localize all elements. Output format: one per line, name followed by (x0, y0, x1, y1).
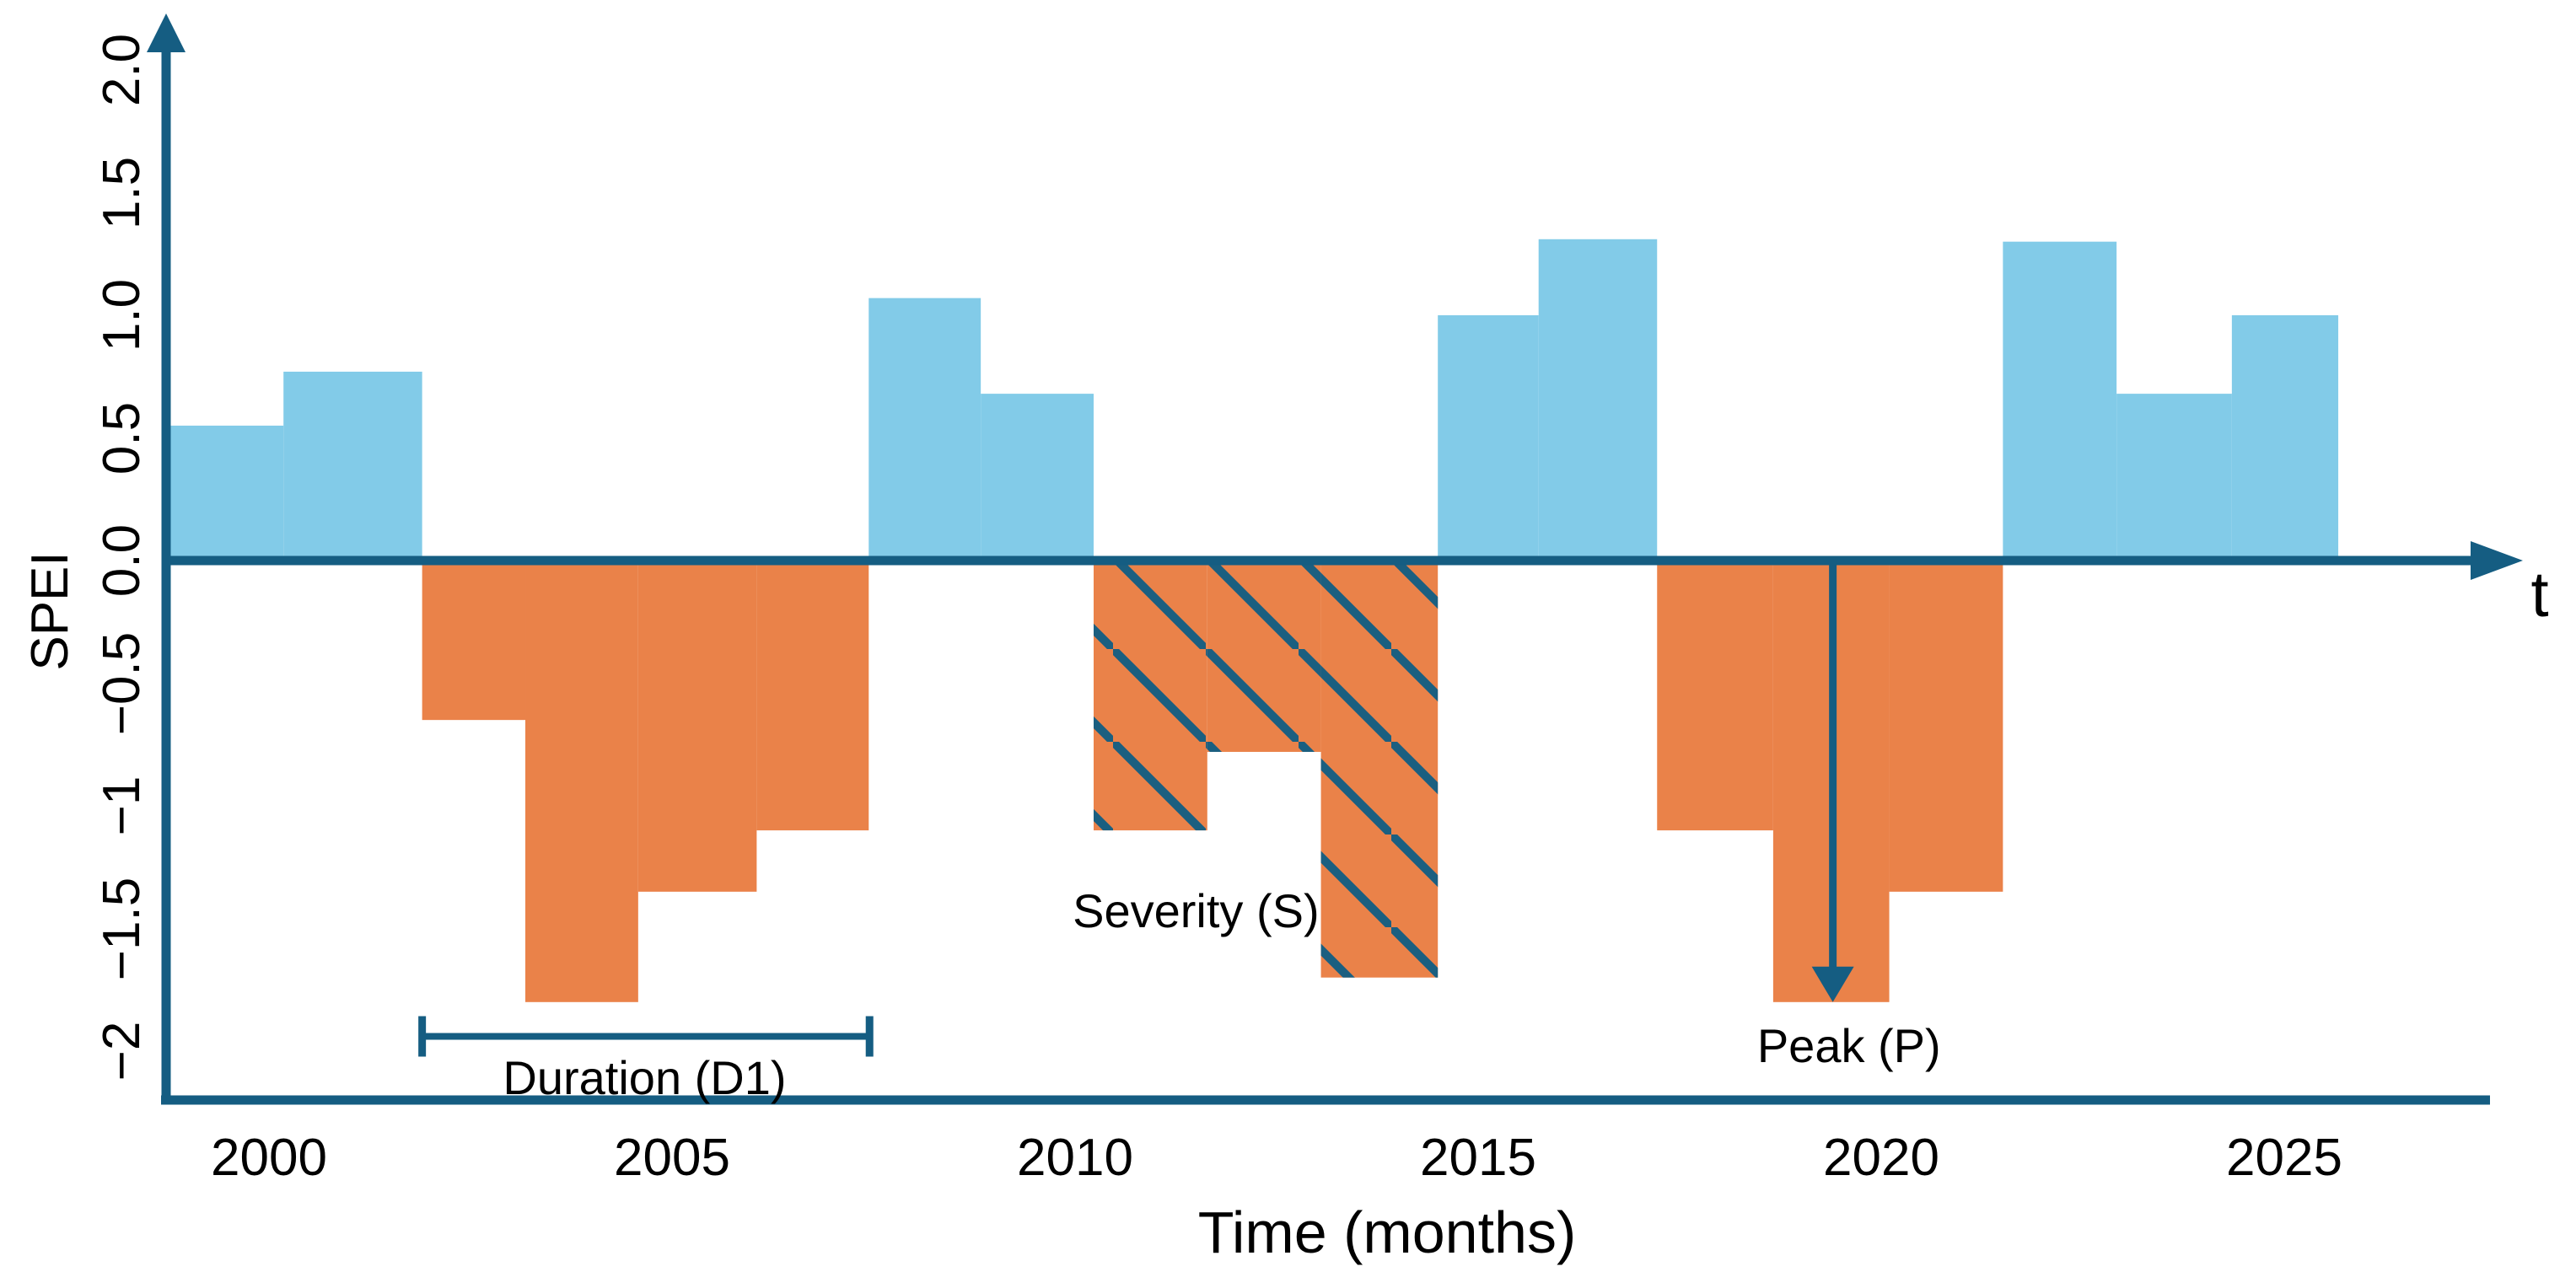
wet-bar-segment (165, 425, 284, 561)
y-axis-title: SPEI (21, 551, 79, 671)
x-axis-end-label: t (2530, 559, 2549, 631)
duration-annotation-label: Duration (D1) (503, 1051, 787, 1104)
severity-hatch-overlay (1320, 561, 1439, 978)
y-tick-label: 1.5 (93, 156, 151, 229)
y-tick-label: 0.0 (93, 523, 151, 598)
x-tick-label: 2005 (614, 1129, 730, 1187)
dry-bar-segment (525, 561, 638, 1002)
wet-bar-segment (981, 394, 1094, 561)
wet-bar-segment (2116, 394, 2232, 561)
wet-bar-segment (1538, 239, 1658, 561)
severity-hatch-overlay (1093, 561, 1207, 831)
x-tick-label: 2010 (1017, 1129, 1133, 1187)
wet-bar-segment (2003, 241, 2117, 561)
x-tick-label: 2020 (1823, 1129, 1939, 1187)
y-tick-label: −2 (93, 1021, 151, 1081)
x-tick-label: 2025 (2226, 1129, 2342, 1187)
x-axis-arrowhead (2471, 541, 2523, 580)
y-tick-label: −1.5 (93, 877, 151, 980)
severity-annotation-label: Severity (S) (1073, 884, 1320, 938)
wet-bar-segment (869, 298, 981, 561)
peak-arrowhead-icon (1811, 966, 1854, 1002)
peak-annotation-label: Peak (P) (1756, 1019, 1941, 1073)
dry-bar-segment (1657, 561, 1773, 831)
y-tick-label: 2.0 (93, 33, 151, 107)
x-axis-title: Time (months) (1197, 1199, 1577, 1265)
dry-bar-segment (756, 561, 869, 831)
wet-bar-segment (2231, 315, 2339, 561)
x-tick-label: 2000 (211, 1129, 327, 1187)
dry-bar-segment (1889, 561, 2003, 892)
y-axis-arrowhead (147, 13, 186, 52)
y-tick-label: −1 (93, 775, 151, 836)
x-tick-label: 2015 (1420, 1129, 1536, 1187)
y-tick-label: 1.0 (93, 278, 151, 352)
severity-hatch-overlay (1207, 561, 1321, 752)
wet-bar-segment (283, 371, 422, 561)
dry-bar-segment (422, 561, 526, 721)
dry-bar-segment (637, 561, 757, 892)
y-tick-label: 0.5 (93, 401, 151, 475)
wet-bar-segment (1438, 315, 1539, 561)
y-tick-label: −0.5 (93, 631, 151, 735)
